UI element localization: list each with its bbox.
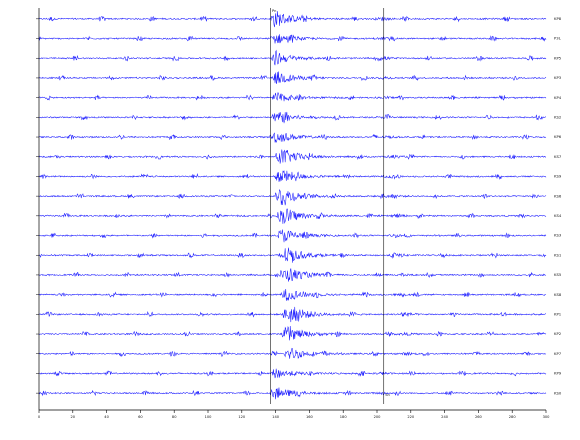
x-tick-label: 80 xyxy=(172,415,177,419)
station-label: KP5 xyxy=(554,55,562,60)
x-tick-label: 200 xyxy=(374,415,382,419)
trace-ks6 xyxy=(38,189,547,206)
x-tick-label: 20 xyxy=(71,415,76,419)
x-tick-label: 220 xyxy=(407,415,415,419)
x-tick-label: 100 xyxy=(205,415,213,419)
station-label: KS7 xyxy=(554,154,562,159)
station-label: KP6 xyxy=(554,134,562,139)
x-tick-label: 140 xyxy=(272,415,280,419)
x-tick-label: 120 xyxy=(238,415,246,419)
station-label: KP1 xyxy=(554,312,562,317)
x-tick-label: 180 xyxy=(340,415,348,419)
trace-kp4 xyxy=(38,92,547,102)
pick-label: Sn xyxy=(385,393,390,397)
station-label: KS0 xyxy=(554,390,562,395)
x-tick-label: 0 xyxy=(38,415,41,419)
axes-layer xyxy=(36,8,547,413)
trace-kp2 xyxy=(38,325,547,341)
x-tick-label: 300 xyxy=(543,415,551,419)
trace-ks5 xyxy=(38,268,547,282)
station-label: KP9 xyxy=(554,371,562,376)
labels-layer: KP8 P3L KP5 KP3 KP4 KS2 KP6 KS7 KS9 KS6 KS4 KS3 KS1 K… xyxy=(38,9,562,419)
station-label: P3L xyxy=(554,36,562,41)
trace-ks0 xyxy=(38,387,547,400)
station-label: KS1 xyxy=(554,252,562,257)
traces-layer xyxy=(38,11,547,400)
trace-ks8 xyxy=(38,288,547,301)
trace-ks2 xyxy=(38,111,547,124)
trace-p3l xyxy=(38,34,547,44)
pick-label: Pn xyxy=(272,9,276,13)
trace-kp1 xyxy=(38,306,547,323)
station-label: KS9 xyxy=(554,174,562,179)
station-label: KS2 xyxy=(554,115,562,120)
station-label: KS4 xyxy=(554,213,562,218)
x-tick-label: 280 xyxy=(509,415,517,419)
trace-ks1 xyxy=(38,247,547,263)
x-tick-label: 240 xyxy=(441,415,449,419)
station-label: KS8 xyxy=(554,292,562,297)
station-label: KS5 xyxy=(554,272,562,277)
trace-kp9 xyxy=(39,368,547,379)
x-tick-label: 160 xyxy=(306,415,314,419)
trace-kp7 xyxy=(38,347,547,359)
trace-kp5 xyxy=(38,49,547,66)
station-label: KP4 xyxy=(554,95,562,100)
x-tick-label: 40 xyxy=(104,415,109,419)
trace-ks3 xyxy=(38,229,547,243)
trace-kp8 xyxy=(38,11,547,28)
x-tick-label: 260 xyxy=(475,415,483,419)
trace-ks4 xyxy=(38,208,547,224)
station-label: KP3 xyxy=(554,75,562,80)
station-label: KP7 xyxy=(554,351,562,356)
station-label: KS3 xyxy=(554,233,562,238)
trace-kp3 xyxy=(38,71,547,84)
x-tick-label: 60 xyxy=(138,415,143,419)
station-label: KS6 xyxy=(554,193,562,198)
trace-ks9 xyxy=(38,170,547,182)
station-label: KP2 xyxy=(554,331,562,336)
station-label: KP8 xyxy=(554,16,562,21)
trace-ks7 xyxy=(38,149,547,164)
trace-kp6 xyxy=(38,132,547,144)
